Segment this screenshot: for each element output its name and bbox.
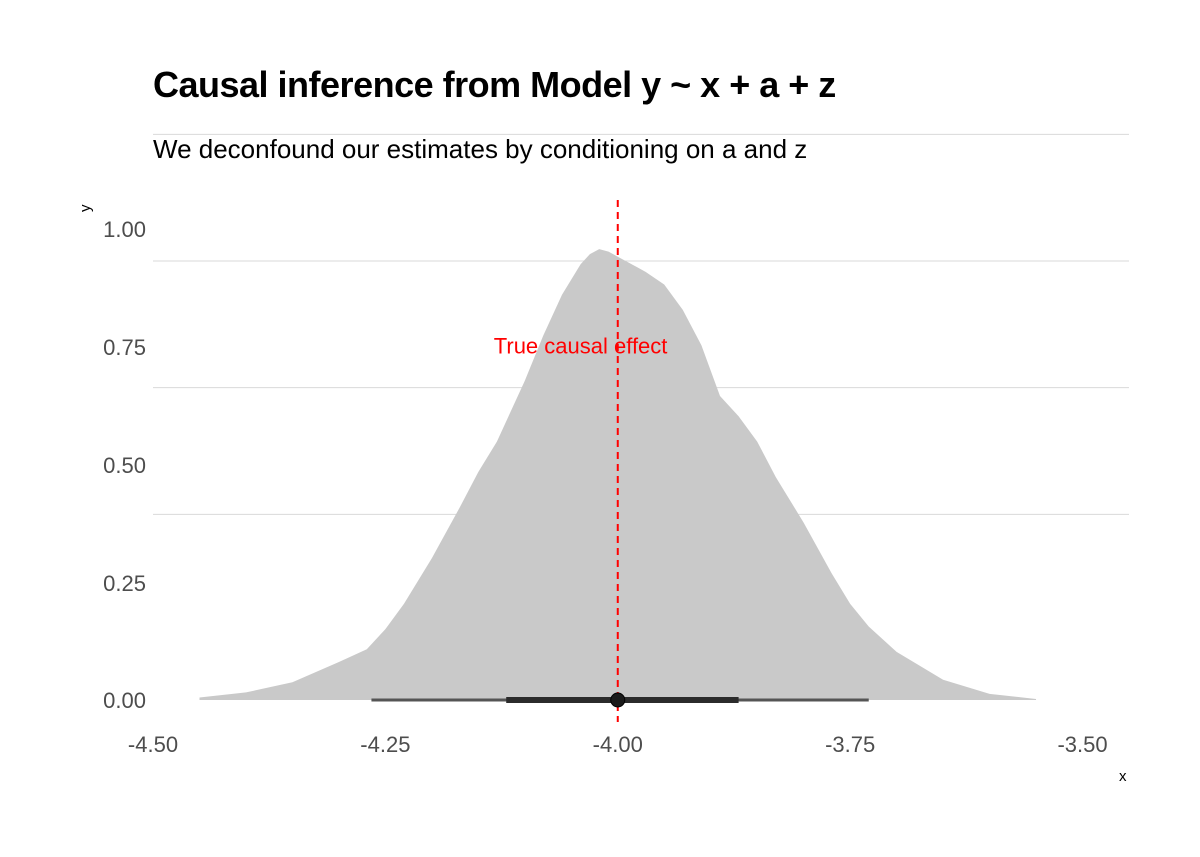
density-area: [199, 249, 1037, 700]
x-tick-label: -4.50: [128, 732, 178, 757]
chart-subtitle: We deconfound our estimates by condition…: [153, 134, 808, 164]
x-tick-label: -3.50: [1057, 732, 1107, 757]
x-tick-labels: -4.50 -4.25 -4.00 -3.75 -3.50: [128, 732, 1108, 757]
x-axis-title: x: [1119, 768, 1127, 785]
y-tick-labels: 0.00 0.25 0.50 0.75 1.00: [103, 217, 146, 713]
point-estimate: [610, 692, 626, 708]
chart-title: Causal inference from Model y ~ x + a + …: [153, 64, 836, 105]
y-tick-label: 0.00: [103, 688, 146, 713]
y-tick-label: 0.50: [103, 453, 146, 478]
x-tick-label: -4.25: [360, 732, 410, 757]
y-axis-title: y: [77, 204, 94, 212]
y-tick-label: 1.00: [103, 217, 146, 242]
y-tick-label: 0.25: [103, 571, 146, 596]
x-tick-label: -3.75: [825, 732, 875, 757]
true-effect-label: True causal effect: [494, 333, 668, 358]
x-tick-label: -4.00: [593, 732, 643, 757]
y-tick-label: 0.75: [103, 335, 146, 360]
